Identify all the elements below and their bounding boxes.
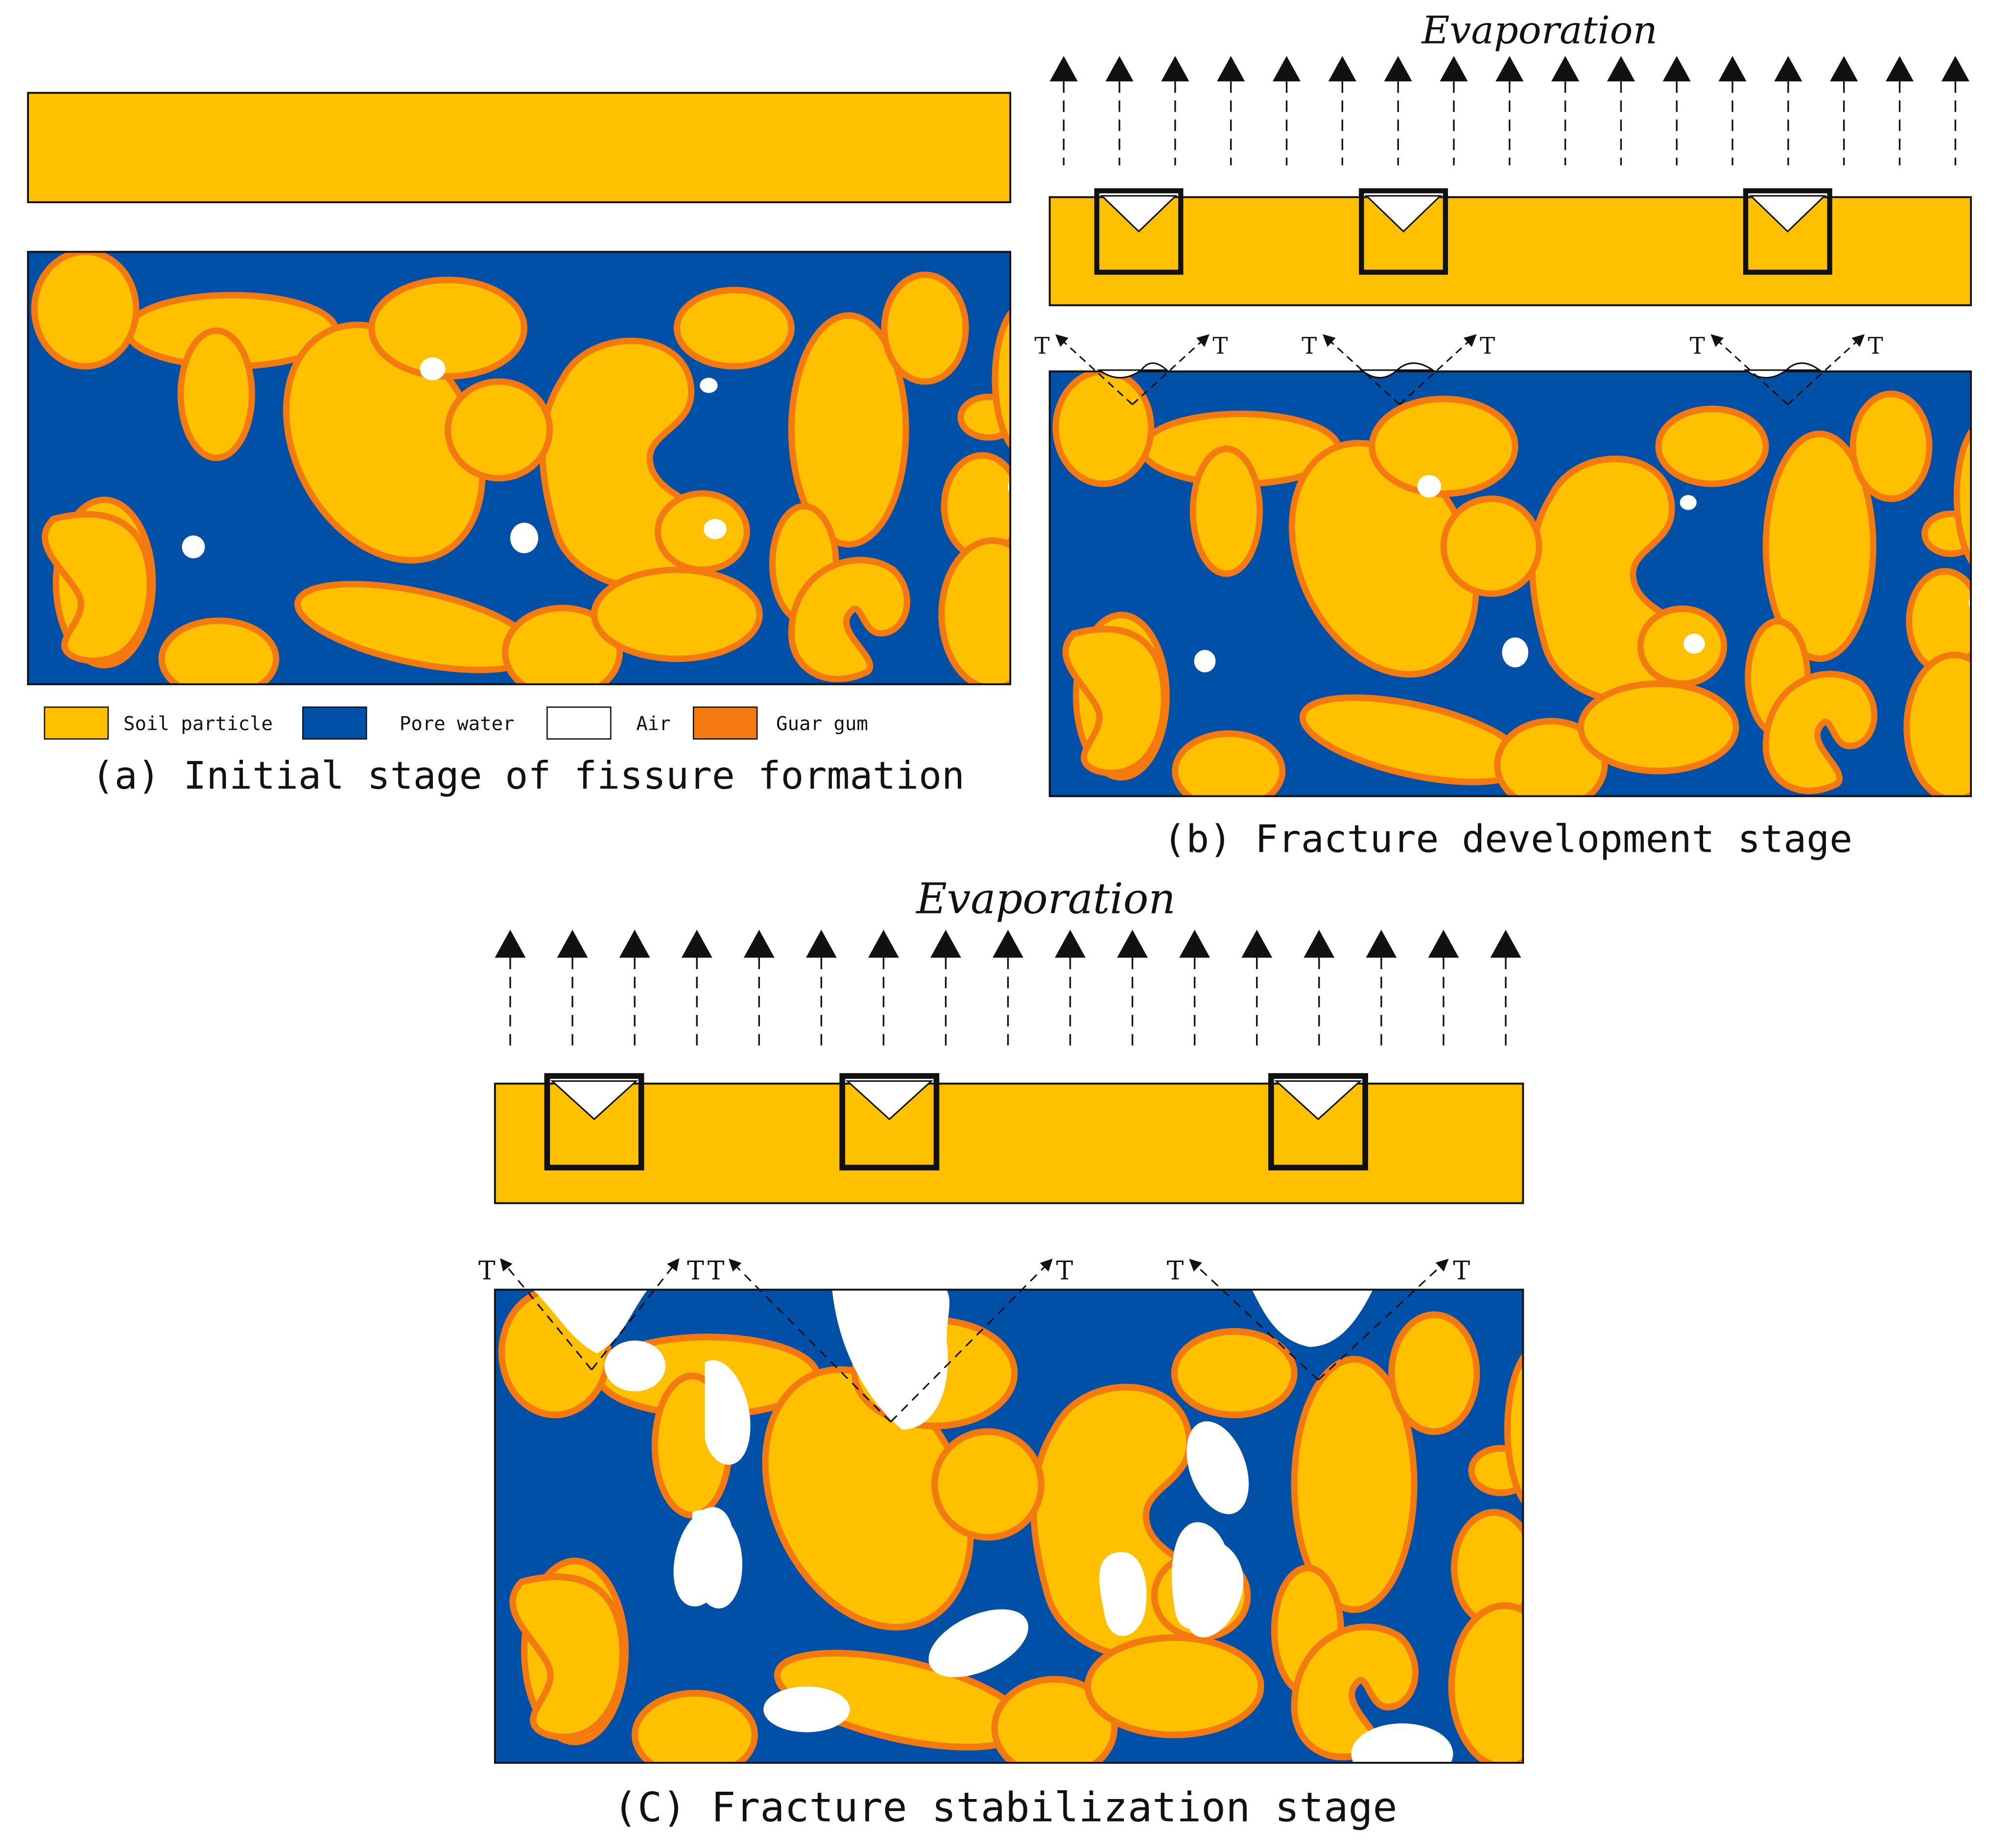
evaporation-arrow-head	[681, 930, 712, 958]
crack-box	[1094, 188, 1184, 275]
panel-b-evaporation-label: Evaporation	[1421, 8, 1657, 52]
evaporation-arrow-head	[1607, 56, 1635, 82]
evaporation-arrow-head	[557, 930, 588, 958]
evaporation-arrow-head	[1718, 56, 1747, 82]
tension-label: T	[1035, 333, 1050, 359]
evaporation-arrow-head	[1490, 930, 1521, 958]
panel-c-evaporation-arrows	[495, 930, 1521, 1050]
evaporation-arrow-head	[1428, 930, 1459, 958]
air-pockets	[604, 1340, 1453, 1763]
evaporation-arrow-head	[1830, 56, 1858, 82]
tension-label: T	[1690, 333, 1705, 359]
panel-a-top-layer	[27, 92, 1012, 204]
panel-b-evaporation-arrows	[1049, 56, 1969, 165]
evaporation-arrow-head	[1885, 56, 1914, 82]
legend-label-soil: Soil particle	[123, 713, 273, 735]
panel-b-tension-arrows	[1055, 334, 1865, 405]
evaporation-arrow-head	[1495, 56, 1524, 82]
evaporation-arrow-head	[495, 930, 526, 958]
panel-b-tension-labels: T T T T T T	[1035, 333, 1883, 359]
tension-label: T	[1302, 333, 1317, 359]
tension-label: T	[1212, 333, 1228, 359]
crack-box	[1359, 188, 1448, 275]
tension-label: T	[1868, 333, 1883, 359]
panel-c-top-layer	[494, 1082, 1524, 1204]
evaporation-arrow-head	[1049, 56, 1078, 82]
panel-b-crack-indicators	[1094, 188, 1832, 275]
panel-c-evaporation-label: Evaporation	[915, 874, 1175, 923]
panel-a: Soil particle Pore water Air Guar gum (a…	[27, 92, 1012, 798]
evaporation-arrow-head	[805, 930, 837, 958]
evaporation-arrow-head	[1366, 930, 1397, 958]
panel-b-caption: (b) Fracture development stage	[1163, 818, 1852, 862]
evaporation-arrow-head	[1055, 930, 1086, 958]
crack-box	[839, 1073, 940, 1170]
tension-label: T	[1453, 1257, 1470, 1286]
evaporation-arrow-head	[1328, 56, 1356, 82]
surface-fissures	[533, 1289, 1373, 1430]
panel-a-soil-block	[27, 251, 1012, 685]
evaporation-arrow-head	[1117, 930, 1148, 958]
evaporation-arrow-head	[1774, 56, 1802, 82]
panel-b: Evaporation	[1035, 8, 1972, 862]
legend-swatch-soil	[44, 706, 109, 740]
panel-c: Evaporation	[478, 874, 1524, 1831]
tension-label: T	[1056, 1257, 1073, 1286]
evaporation-arrow-head	[868, 930, 899, 958]
evaporation-arrow-head	[1662, 56, 1691, 82]
crack-box	[544, 1073, 644, 1170]
evaporation-arrow-head	[1303, 930, 1335, 958]
crack-box	[1268, 1073, 1368, 1170]
evaporation-arrow-head	[619, 930, 650, 958]
evaporation-arrow-head	[1217, 56, 1245, 82]
crack-box	[1743, 188, 1832, 275]
evaporation-arrow-head	[1272, 56, 1301, 82]
legend-label-air: Air	[636, 713, 670, 735]
tension-label: T	[687, 1257, 704, 1286]
panel-b-soil-block	[1048, 370, 1972, 797]
legend-swatch-guar-gum	[692, 706, 758, 740]
tension-label: T	[708, 1257, 725, 1286]
tension-label: T	[1480, 333, 1495, 359]
panel-b-top-layer	[1048, 196, 1972, 306]
panel-c-caption: (C) Fracture stabilization stage	[613, 1783, 1398, 1831]
tension-label: T	[478, 1257, 496, 1286]
evaporation-arrow-head	[930, 930, 961, 958]
evaporation-arrow-head	[1551, 56, 1580, 82]
panel-b-surface-cracks	[1097, 362, 1822, 379]
panel-c-soil-block	[494, 1288, 1524, 1764]
evaporation-arrow-head	[1241, 930, 1273, 958]
evaporation-arrow-head	[1384, 56, 1412, 82]
tension-label: T	[1167, 1257, 1184, 1286]
panel-c-tension-arrows	[500, 1258, 1449, 1423]
evaporation-arrow-head	[993, 930, 1023, 958]
panel-c-tension-labels: T T T T T T	[478, 1257, 1470, 1286]
legend-label-guar-gum: Guar gum	[776, 713, 868, 735]
legend-swatch-air	[546, 706, 612, 740]
evaporation-arrow-head	[1161, 56, 1189, 82]
evaporation-arrow-head	[1105, 56, 1134, 82]
panel-c-crack-indicators	[544, 1073, 1368, 1170]
evaporation-arrow-head	[1941, 56, 1969, 82]
legend-swatch-pore-water	[302, 706, 367, 740]
evaporation-arrow-head	[1440, 56, 1468, 82]
evaporation-arrow-head	[1179, 930, 1210, 958]
legend-label-pore-water: Pore water	[400, 713, 515, 735]
legend: Soil particle Pore water Air Guar gum	[44, 706, 868, 740]
evaporation-arrow-head	[743, 930, 775, 958]
panel-a-caption: (a) Initial stage of fissure formation	[92, 754, 965, 798]
